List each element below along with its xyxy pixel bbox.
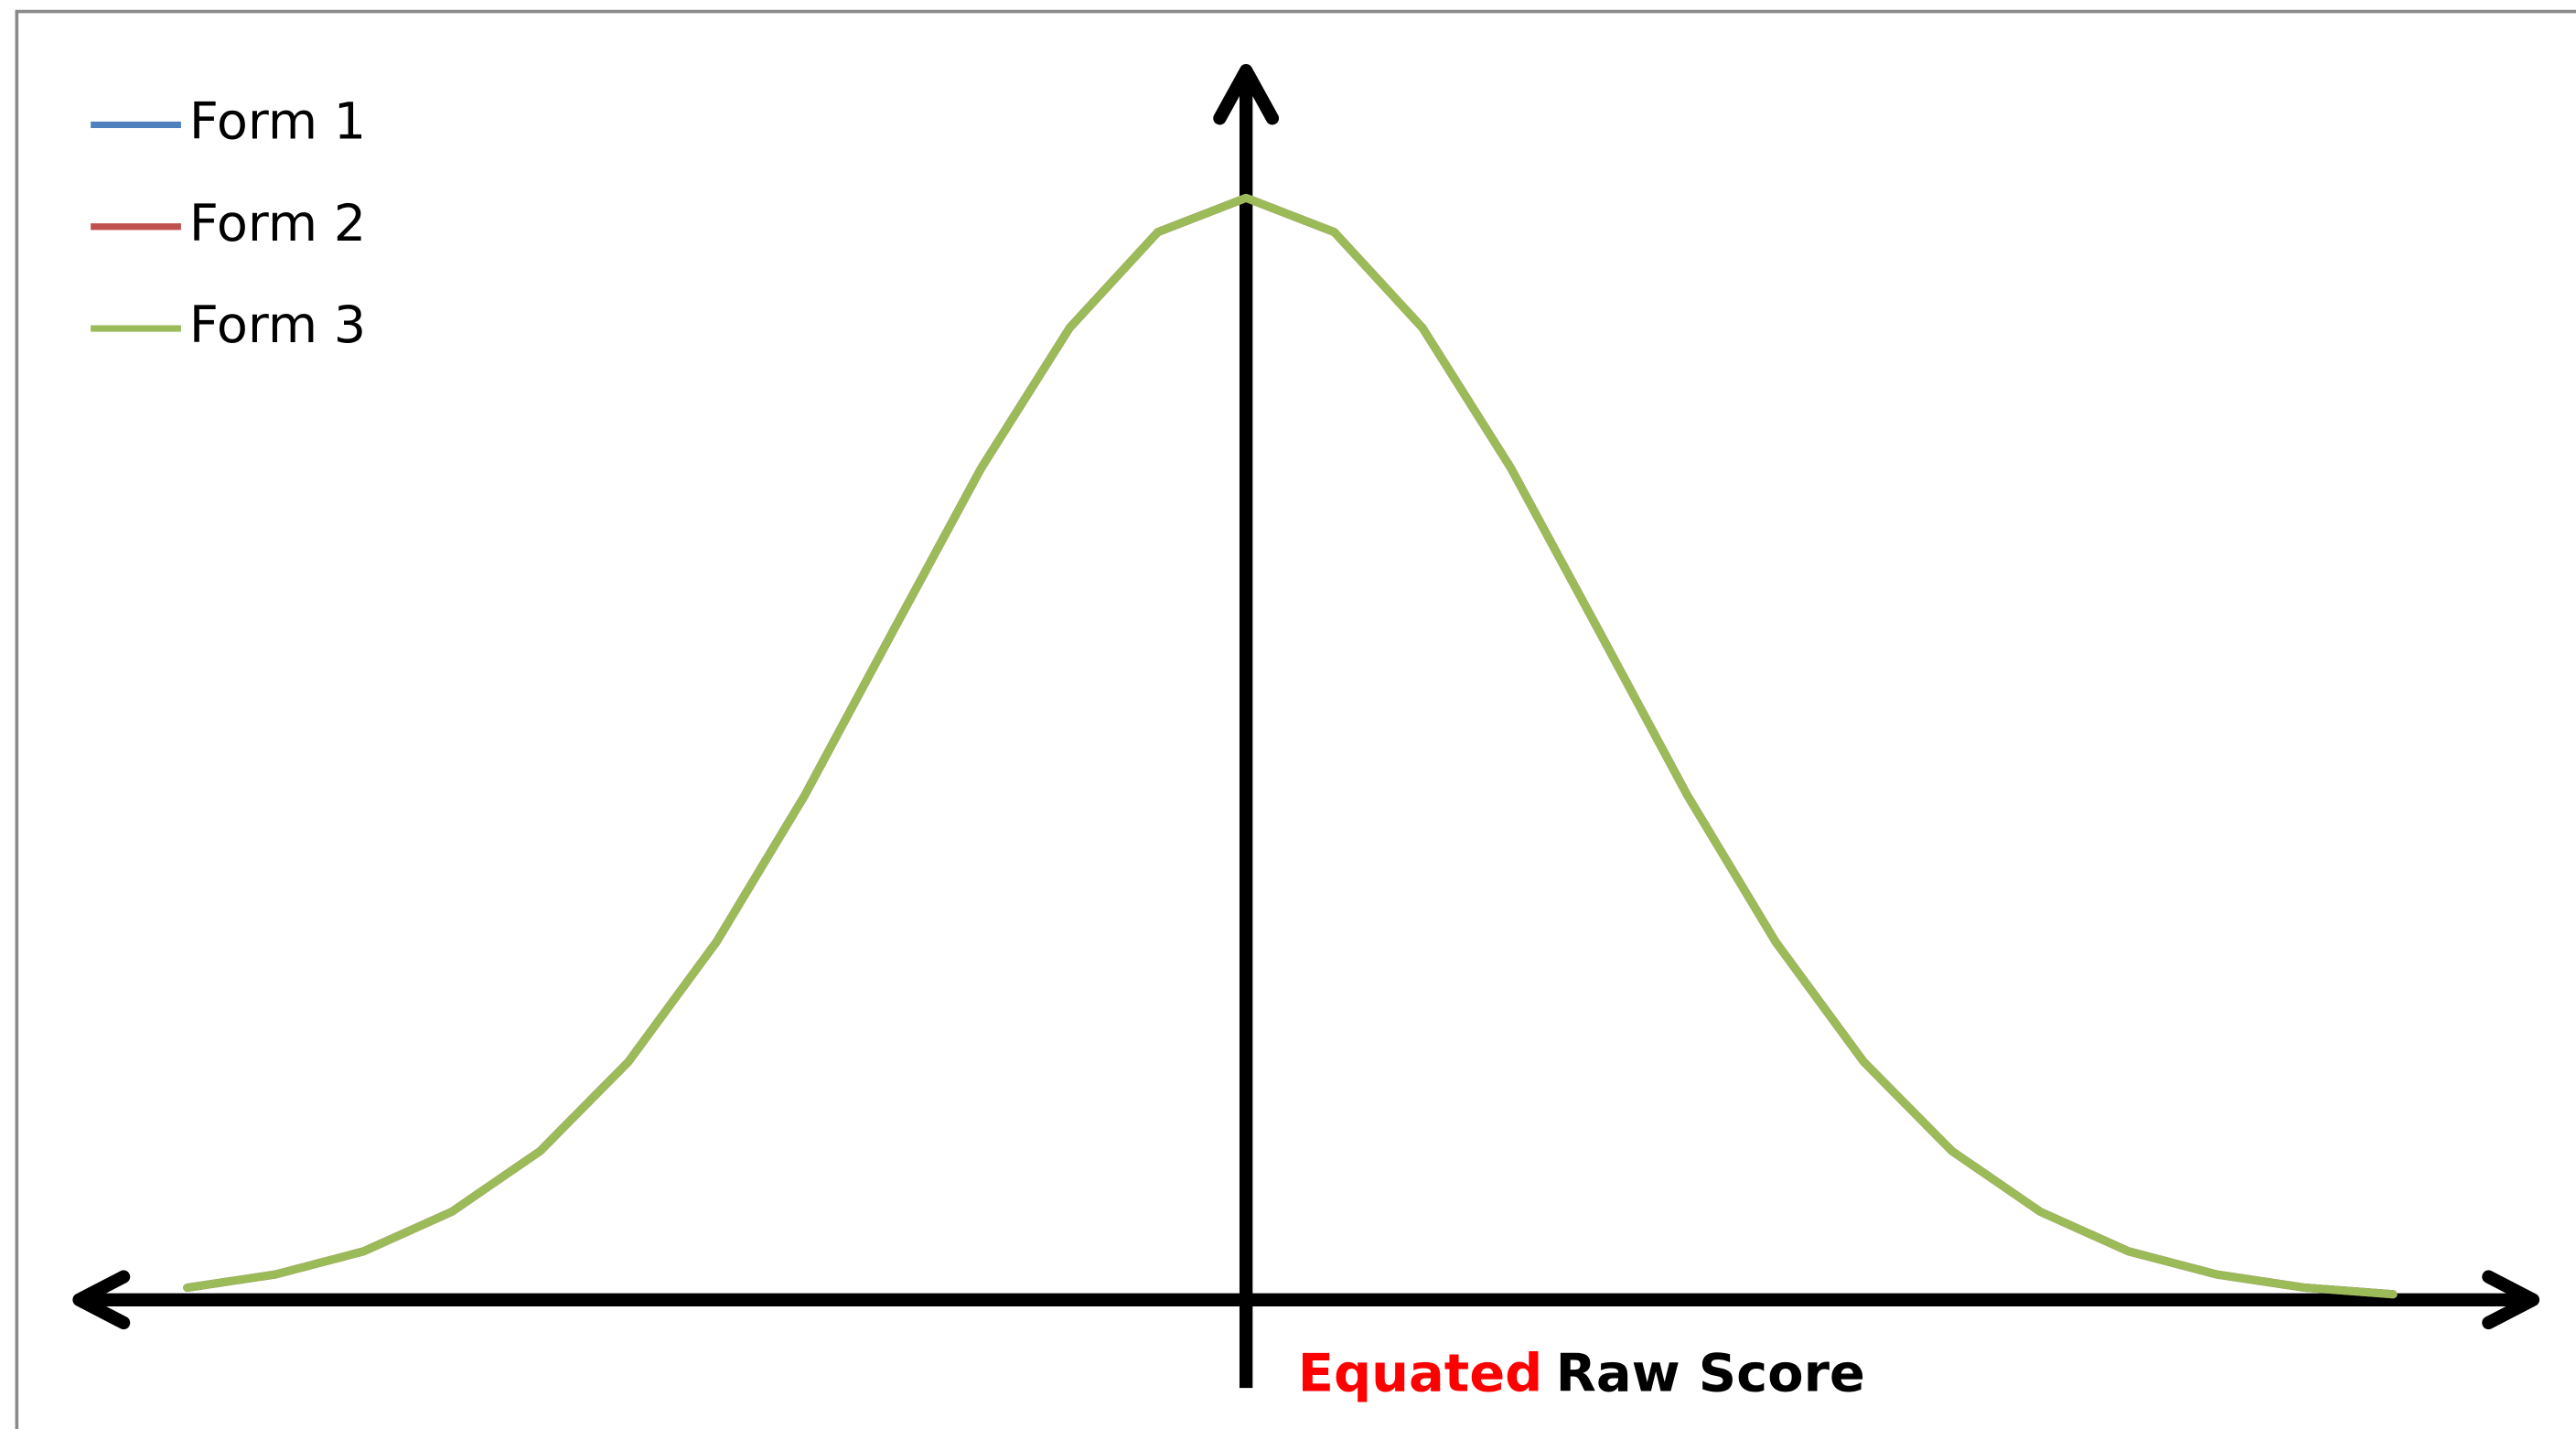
series-line [183, 193, 2398, 1299]
x-axis-label: Equated Raw Score [1298, 1342, 1865, 1403]
legend-label: Form 2 [189, 194, 366, 253]
y-axis-arrow [1213, 64, 1280, 125]
chart-frame [15, 9, 2576, 1429]
legend-label: Form 3 [189, 295, 366, 355]
x-axis-arrow-left [72, 1270, 131, 1330]
x-axis-label-rest: Raw Score [1556, 1342, 1865, 1403]
x-axis-arrow-right [2482, 1270, 2540, 1330]
x-axis-label-highlight: Equated [1298, 1342, 1543, 1403]
legend-label: Form 1 [189, 92, 366, 152]
